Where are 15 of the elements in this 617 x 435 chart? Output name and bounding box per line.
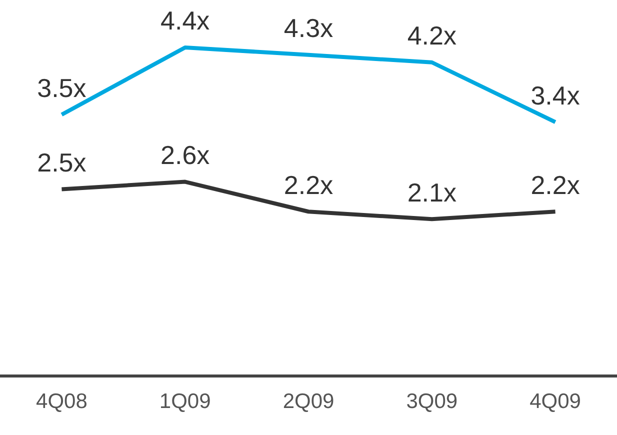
data-label: 2.2x [284,170,334,200]
data-label: 2.2x [530,170,580,200]
data-label: 2.5x [37,147,86,178]
data-label: 4.4x [160,6,210,36]
x-tick-label: 2Q09 [282,390,334,414]
data-label: 2.6x [160,140,210,170]
data-label: 3.4x [530,80,580,110]
x-tick-label: 1Q09 [159,390,211,414]
data-label: 3.5x [37,72,86,103]
x-tick-label: 4Q08 [36,390,88,414]
x-tick-label: 3Q09 [406,390,458,414]
data-label: 4.3x [284,13,334,44]
x-tick-label: 4Q09 [530,390,581,414]
data-label: 2.1x [407,177,456,208]
data-label: 4.2x [407,20,456,51]
